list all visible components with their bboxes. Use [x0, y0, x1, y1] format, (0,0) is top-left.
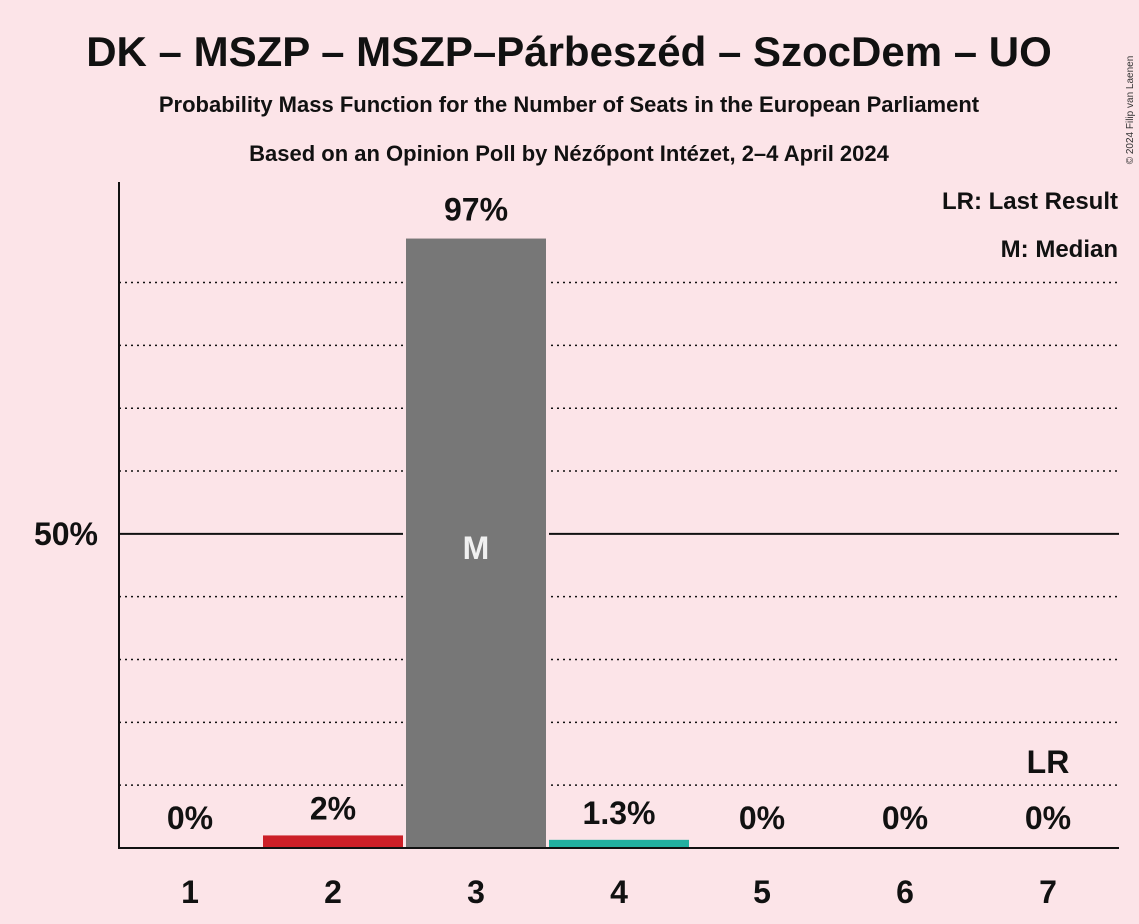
- data-label-5: 0%: [739, 800, 785, 836]
- x-tick-label-7: 7: [1039, 874, 1057, 910]
- x-tick-label-5: 5: [753, 874, 771, 910]
- copyright-text: © 2024 Filip van Laenen: [1125, 56, 1136, 165]
- data-labels: 0% 2% 97% M 1.3% 0% 0% 0% LR: [167, 192, 1071, 836]
- bar-seats-2: [263, 835, 403, 848]
- x-tick-label-6: 6: [896, 874, 914, 910]
- data-label-2: 2%: [310, 790, 356, 826]
- bar-seats-3: [406, 238, 546, 848]
- legend-median: M: Median: [1001, 236, 1118, 263]
- y-tick-label: 50%: [34, 516, 98, 552]
- data-label-1: 0%: [167, 800, 213, 836]
- y-tick-labels: 50%: [34, 516, 98, 552]
- x-tick-label-2: 2: [324, 874, 342, 910]
- bars: [263, 238, 689, 848]
- chart-source: Based on an Opinion Poll by Nézőpont Int…: [249, 141, 890, 166]
- chart-subtitle: Probability Mass Function for the Number…: [159, 92, 980, 117]
- x-tick-label-3: 3: [467, 874, 485, 910]
- data-label-6: 0%: [882, 800, 928, 836]
- x-tick-label-1: 1: [181, 874, 199, 910]
- x-tick-label-4: 4: [610, 874, 628, 910]
- last-result-marker: LR: [1027, 744, 1070, 780]
- x-tick-labels: 1 2 3 4 5 6 7: [181, 874, 1057, 910]
- data-label-7: 0%: [1025, 800, 1071, 836]
- median-marker: M: [463, 530, 490, 566]
- bar-seats-4: [549, 839, 689, 848]
- chart-title: DK – MSZP – MSZP–Párbeszéd – SzocDem – U…: [86, 28, 1052, 75]
- data-label-4: 1.3%: [583, 795, 656, 831]
- data-label-3: 97%: [444, 192, 508, 228]
- legend-last-result: LR: Last Result: [942, 188, 1118, 215]
- grid-lines: [119, 281, 1119, 786]
